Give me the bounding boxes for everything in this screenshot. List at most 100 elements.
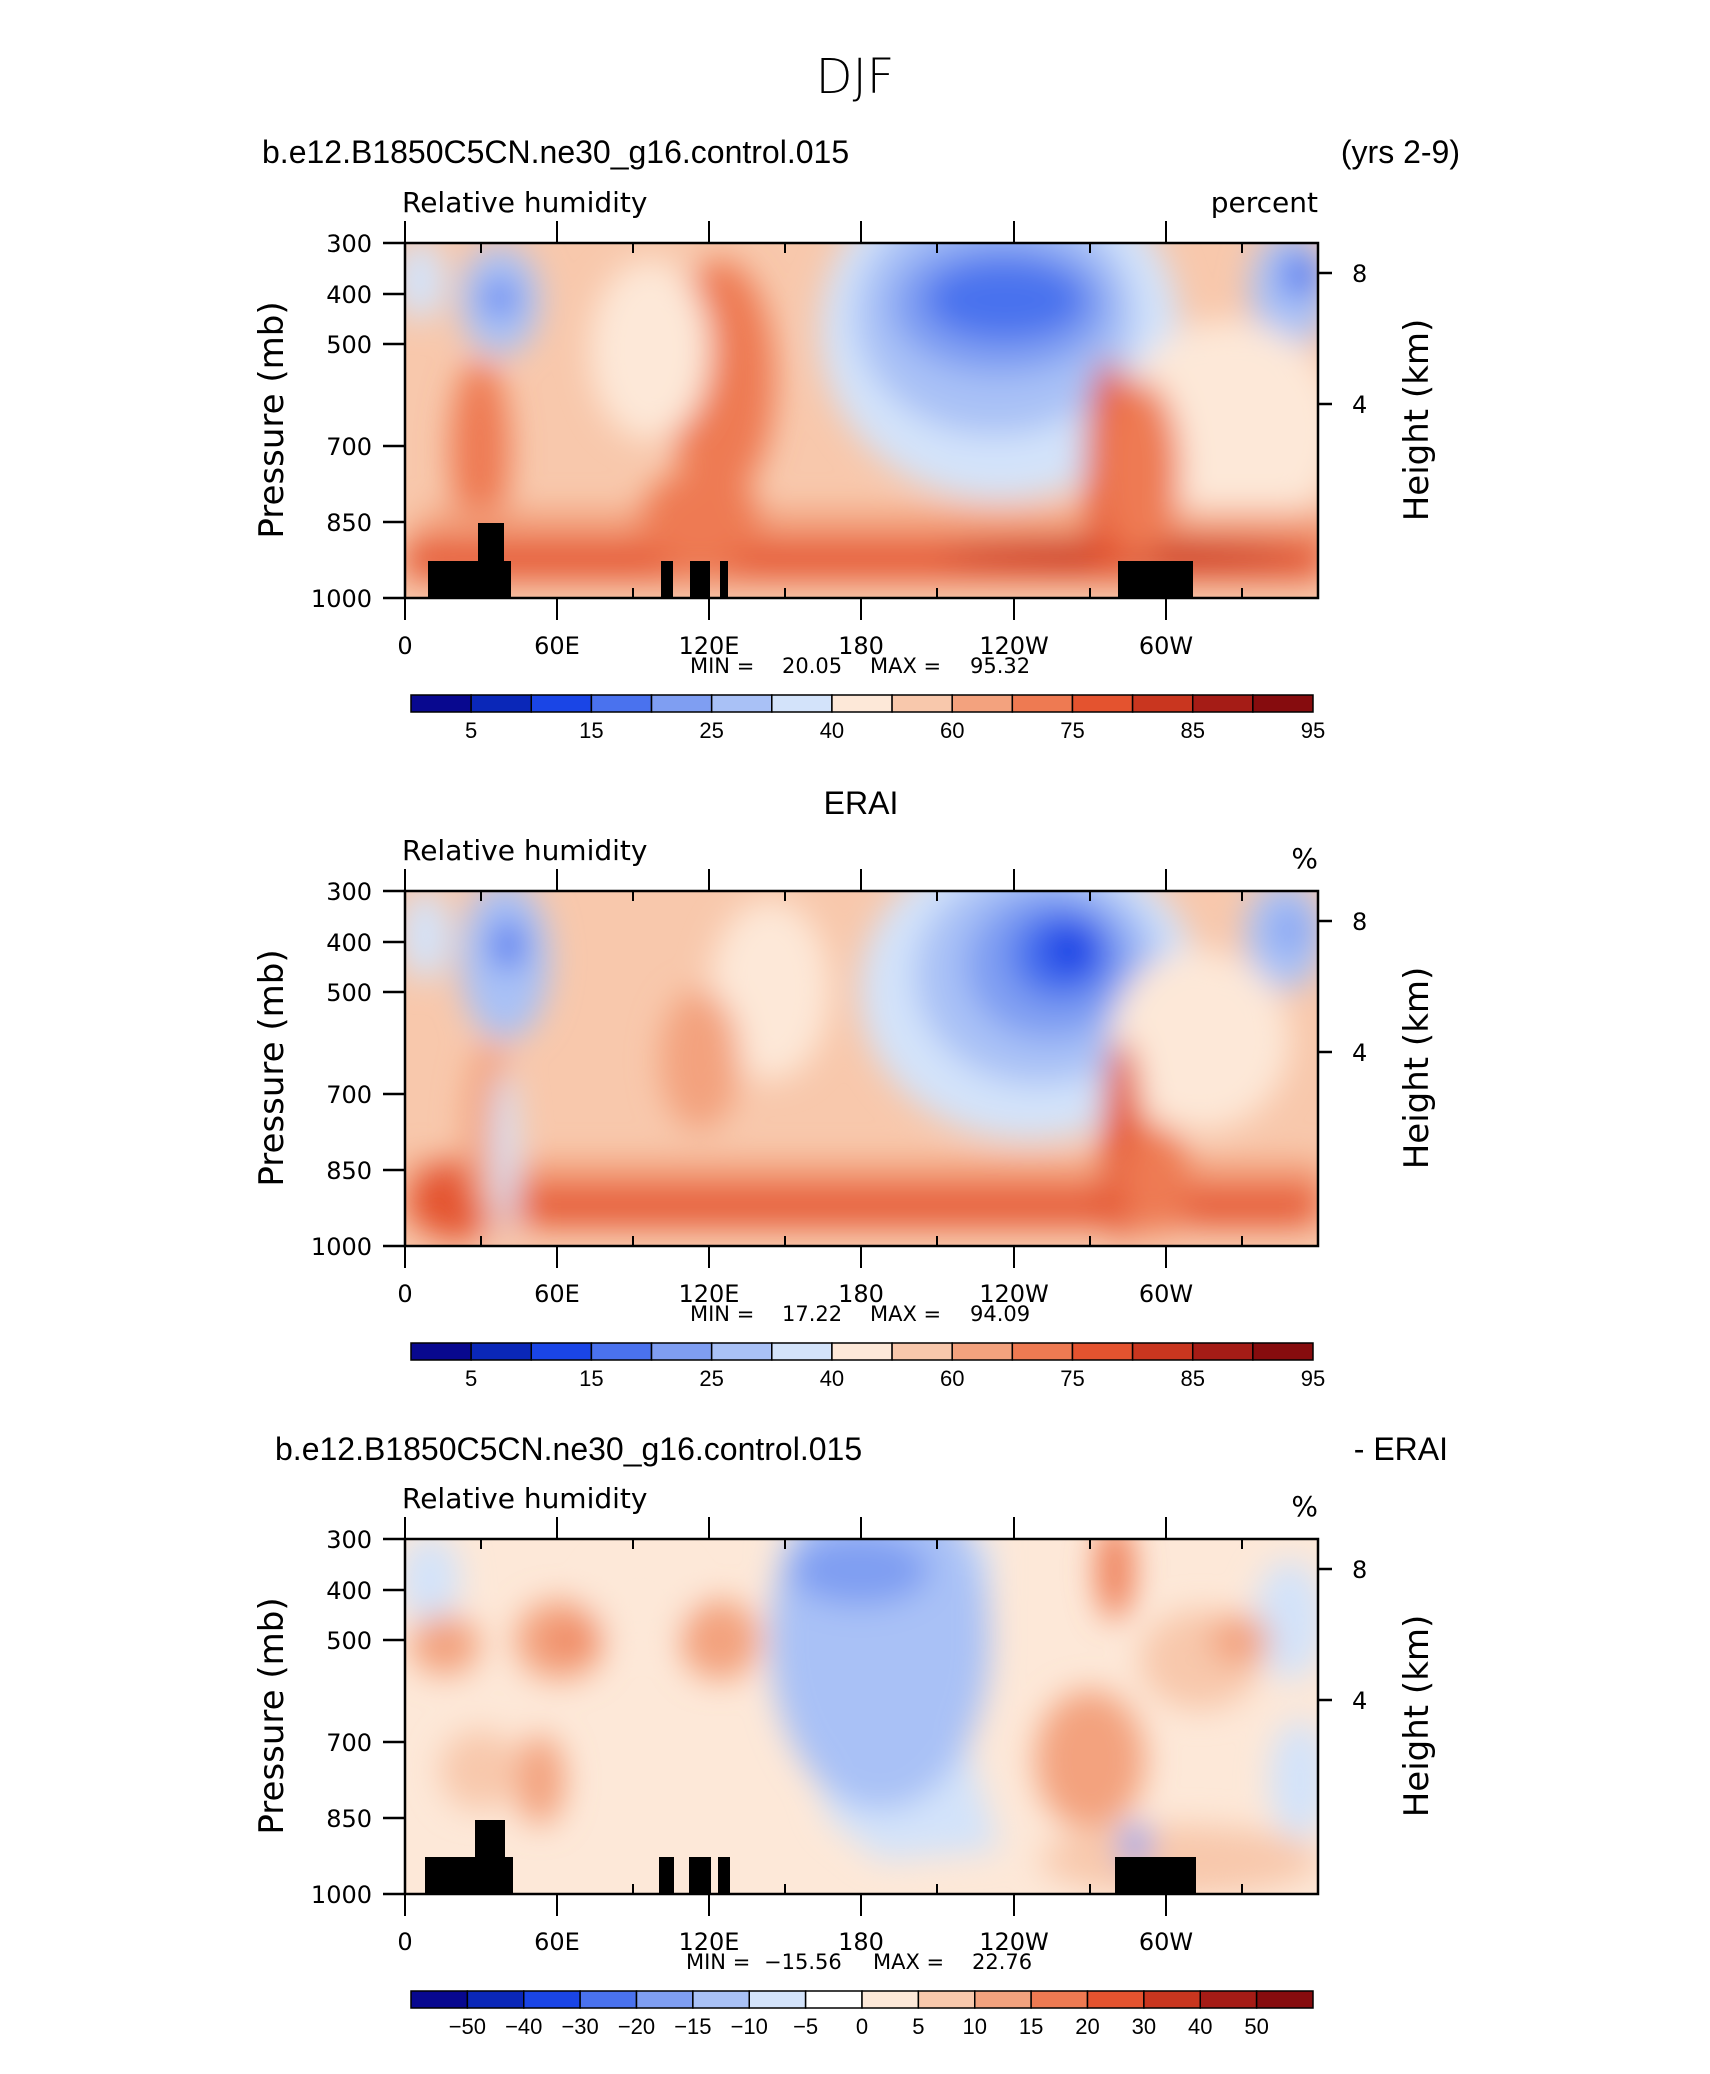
colorbar-label: −30 [561,2014,598,2039]
y-tick-label: 700 [326,1729,372,1757]
header-left: b.e12.B1850C5CN.ne30_g16.control.015 [262,134,849,170]
colorbar-swatch [748,1990,807,2009]
chart-title: Relative humidity [402,1482,647,1515]
min-value: −15.56 [764,1950,842,1974]
max-value: 95.32 [970,654,1030,678]
x-tick-label: 0 [397,1280,412,1308]
colorbar-swatch [710,694,773,713]
colorbar-swatch [1191,694,1254,713]
min-label: MIN = [690,654,754,678]
colorbar-swatch [1071,1342,1134,1361]
colorbar-swatch [1199,1990,1258,2009]
x-tick-label: 120W [979,632,1049,660]
right-axis-label: Height (km) [1397,319,1437,522]
colorbar-swatch [579,1990,638,2009]
colorbar-swatch [1131,1342,1194,1361]
colorbar-swatch [1071,694,1134,713]
colorbar-label: 5 [465,718,477,743]
min-value: 17.22 [782,1302,842,1326]
colorbar-label: 50 [1244,2014,1268,2039]
x-tick-label: 60W [1139,1928,1193,1956]
colorbar-label: 95 [1301,718,1325,743]
colorbar-swatch [710,1342,773,1361]
colorbar-swatch [771,1342,833,1361]
x-tick-labels: 0 60E 120E 180 120W 60W [397,1928,1193,1956]
x-tick-label: 120W [979,1280,1049,1308]
colorbar-swatch [470,1342,533,1361]
colorbar-label: 85 [1180,718,1204,743]
x-tick-label: 60W [1139,1280,1193,1308]
right-axis-label: Height (km) [1397,967,1437,1170]
colorbar-swatch [1011,1342,1074,1361]
colorbar-swatch [1131,694,1194,713]
colorbar-label: −20 [618,2014,655,2039]
colorbar-swatch [974,1990,1032,2009]
colorbar-swatch [951,694,1014,713]
y-tick-label: 700 [326,433,372,461]
y-tick-label: 500 [326,1627,372,1655]
chart-title: Relative humidity [402,186,647,219]
y-ticks [383,241,1332,600]
x-tick-label: 0 [397,1928,412,1956]
colorbar-swatch [650,1342,713,1361]
colorbar-swatch [1255,1990,1314,2009]
colorbar-swatch [1191,1342,1254,1361]
min-value: 20.05 [782,654,842,678]
colorbar-label: 40 [820,1366,844,1391]
colorbar-swatch [861,1990,920,2009]
colorbar-swatch [692,1990,750,2009]
x-ticks [404,1517,1243,1916]
units-label: % [1291,842,1318,875]
colorbar-swatch [410,694,472,713]
right-tick-label: 8 [1352,260,1367,288]
contour-field [405,891,1318,1246]
colorbar-swatch [831,694,893,713]
y-tick-labels: 300 400 500 700 850 1000 [311,878,372,1261]
colorbar-label: 20 [1075,2014,1099,2039]
max-value: 22.76 [972,1950,1032,1974]
x-ticks [404,221,1243,620]
x-tick-label: 60E [534,1280,580,1308]
colorbar: 5 15 25 40 60 75 85 95 [410,1342,1325,1391]
colorbar-swatch [1252,1342,1314,1361]
terrain-mask [425,1820,1196,1894]
colorbar-label: −10 [731,2014,768,2039]
right-tick-label: 8 [1352,908,1367,936]
colorbar-swatch [891,1342,953,1361]
colorbar-label: 5 [912,2014,924,2039]
right-tick-label: 4 [1352,391,1367,419]
colorbar-label: 60 [940,1366,964,1391]
y-tick-label: 850 [326,509,372,537]
y-tick-labels: 300 400 500 700 850 1000 [311,230,372,613]
panel-erai: ERAI Relative humidity % [252,785,1437,1391]
panel-model: b.e12.B1850C5CN.ne30_g16.control.015 (yr… [252,134,1460,743]
min-label: MIN = [686,1950,750,1974]
panel-difference: b.e12.B1850C5CN.ne30_g16.control.015 - E… [252,1431,1448,2039]
chart-title: Relative humidity [402,834,647,867]
max-label: MAX = [870,1302,941,1326]
colorbar-label: 10 [963,2014,987,2039]
colorbar-swatch [804,1990,863,2009]
x-tick-label: 120E [679,632,740,660]
y-tick-label: 400 [326,929,372,957]
colorbar-label: 75 [1060,718,1084,743]
colorbar-swatch [951,1342,1014,1361]
colorbar-swatch [410,1990,469,2009]
x-tick-label: 180 [838,632,884,660]
x-ticks [404,869,1243,1268]
y-tick-label: 700 [326,1081,372,1109]
units-label: % [1291,1490,1318,1523]
y-tick-label: 1000 [311,1233,372,1261]
max-label: MAX = [870,654,941,678]
y-tick-label: 400 [326,281,372,309]
colorbar-label: 25 [699,1366,723,1391]
colorbar-swatch [635,1990,694,2009]
x-tick-labels: 0 60E 120E 180 120W 60W [397,1280,1193,1308]
colorbar-label: −15 [674,2014,711,2039]
min-max: MIN = 20.05 MAX = 95.32 [690,654,1030,678]
colorbar-label: 15 [579,1366,603,1391]
colorbar-swatch [1086,1990,1145,2009]
colorbar-label: 15 [579,718,603,743]
colorbar-swatch [1011,694,1074,713]
